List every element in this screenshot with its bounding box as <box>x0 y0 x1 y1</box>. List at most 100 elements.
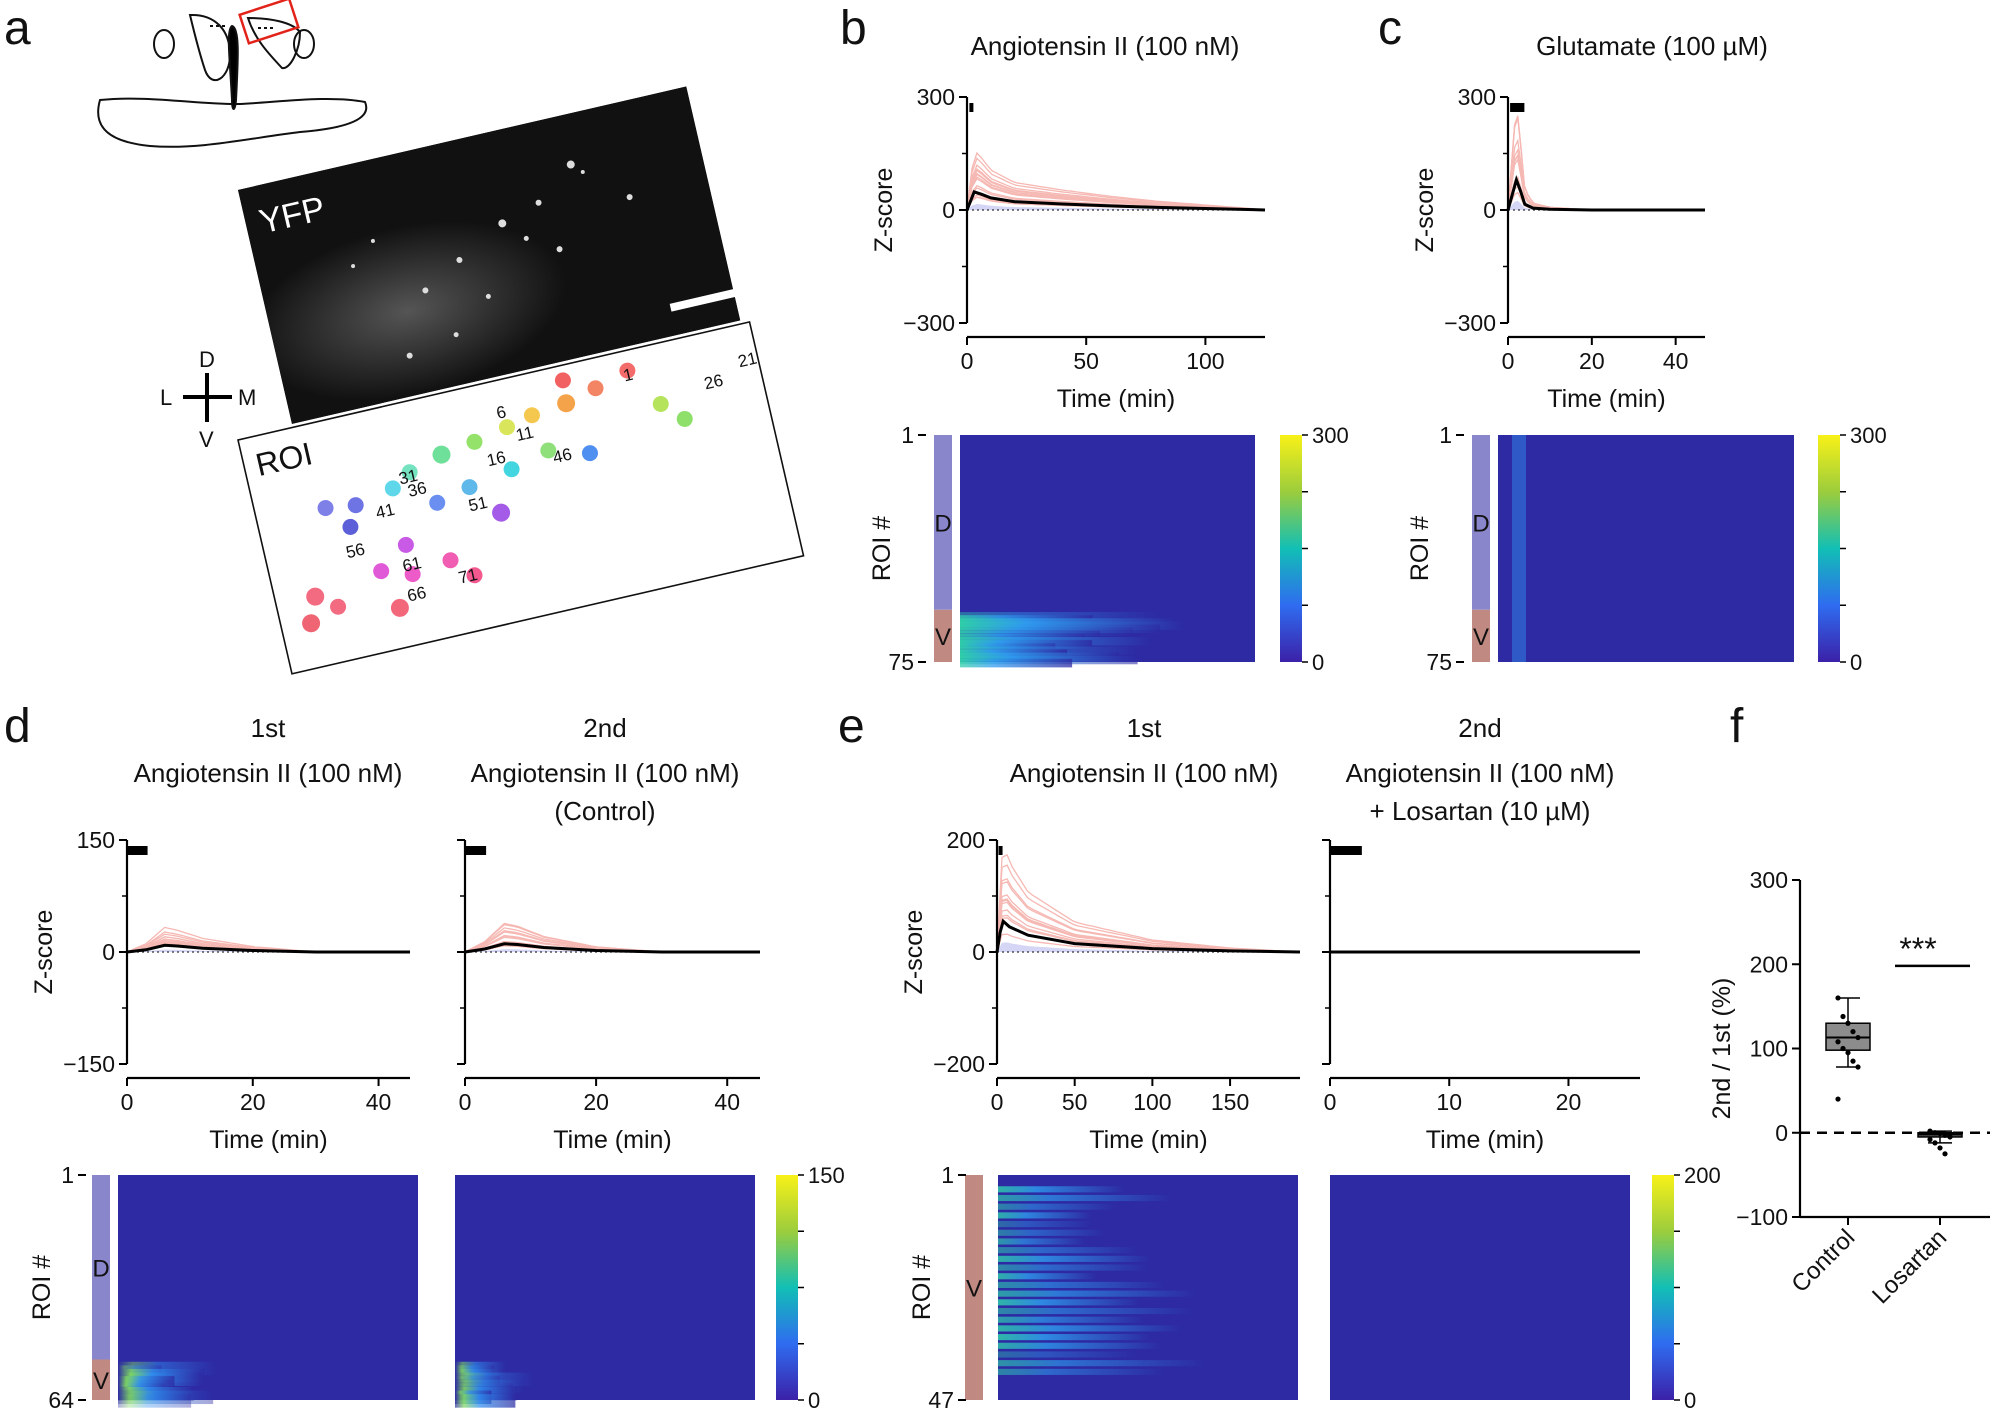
heatmap-row <box>998 1307 1194 1315</box>
heatmap-row <box>960 658 1073 668</box>
svg-text:26: 26 <box>702 371 725 394</box>
chart-f-boxplot: 300 200 100 0 −100 2nd / 1st (%) Control Losart… <box>1708 867 1990 1309</box>
data-point <box>1947 1134 1953 1140</box>
x-category-label: Control <box>1786 1224 1860 1298</box>
x-tick-label: 0 <box>961 348 974 374</box>
colorbar-min-label: 0 <box>1312 650 1324 675</box>
colorbar-max-label: 300 <box>1850 423 1887 448</box>
title-d1-line1: 1st <box>251 713 286 743</box>
y-tick-label: 1 <box>61 1162 74 1188</box>
heatmap-panel <box>1330 1175 1630 1400</box>
colorbar-min-label: 0 <box>808 1388 820 1413</box>
yfp-image: YFP <box>237 86 744 424</box>
drug-application-bar <box>127 846 148 855</box>
x-axis-label: Time (min) <box>209 1126 328 1154</box>
mean-trace <box>995 918 1301 954</box>
y-axis-label: ROI # <box>868 516 896 581</box>
heatmap-row <box>998 1203 1116 1210</box>
x-tick-label: 150 <box>1211 1089 1249 1115</box>
data-point <box>1850 1029 1856 1035</box>
y-tick-label: 75 <box>888 649 914 675</box>
heatmap-row <box>998 1273 1098 1280</box>
data-point <box>1927 1128 1933 1134</box>
individual-trace <box>1507 138 1705 211</box>
panel-label-e: e <box>838 700 865 753</box>
data-point <box>1855 1034 1861 1041</box>
data-point <box>1835 995 1841 1001</box>
svg-text:61: 61 <box>401 553 424 576</box>
negative-trace-area <box>997 942 1300 952</box>
title-d2-line3: (Control) <box>554 796 655 826</box>
y-tick-label: 1 <box>1439 422 1452 448</box>
drug-application-bar <box>998 846 1003 855</box>
title-c: Glutamate (100 µM) <box>1536 31 1768 61</box>
y-tick-label: 300 <box>1750 867 1788 893</box>
svg-text:36: 36 <box>406 478 429 501</box>
individual-trace <box>996 894 1301 953</box>
heatmap-row <box>998 1255 1151 1262</box>
individual-trace <box>1507 157 1705 211</box>
negative-trace-area <box>1508 200 1705 210</box>
svg-text:6: 6 <box>495 402 509 423</box>
heatmap-row <box>998 1221 1093 1228</box>
x-tick-label: 100 <box>1133 1089 1171 1115</box>
panel-label-f: f <box>1730 700 1744 753</box>
svg-text:66: 66 <box>405 583 428 606</box>
chart-e2-trace: 0 10 20 Time (min) <box>1322 839 1640 1154</box>
heatmap-row <box>998 1186 1125 1193</box>
svg-text:M: M <box>238 385 256 410</box>
heatmap-e: V 1 47 ROI # 200 0 <box>908 1162 1721 1413</box>
title-e2-line3: + Losartan (10 µM) <box>1370 796 1591 826</box>
roi-blobs <box>302 362 693 633</box>
svg-text:31: 31 <box>397 466 420 489</box>
significance-label: *** <box>1899 931 1936 967</box>
x-tick-label: 0 <box>1502 348 1515 374</box>
drug-application-bar <box>969 103 974 112</box>
mean-trace <box>464 942 760 954</box>
y-tick-label: 200 <box>1750 951 1788 977</box>
svg-text:1: 1 <box>621 365 635 386</box>
heatmap-row <box>998 1290 1197 1297</box>
svg-text:46: 46 <box>551 445 574 468</box>
svg-text:V: V <box>199 427 214 452</box>
ventral-group-label: V <box>1473 624 1489 651</box>
data-point <box>1932 1140 1938 1146</box>
x-category-label: Losartan <box>1867 1224 1952 1309</box>
y-tick-label: 75 <box>1426 649 1452 675</box>
individual-trace <box>966 164 1266 211</box>
panel-label-c: c <box>1378 2 1402 55</box>
title-e2-line2: Angiotensin II (100 nM) <box>1346 758 1615 788</box>
data-point <box>1840 1013 1846 1020</box>
y-tick-label: 300 <box>917 84 955 110</box>
y-axis-label: ROI # <box>1406 516 1434 581</box>
panel-label-d: d <box>4 700 31 753</box>
dorsal-group-label: D <box>934 510 951 537</box>
y-tick-label: 0 <box>1483 197 1496 223</box>
drug-application-bar <box>465 846 487 855</box>
brain-section-schematic <box>97 0 368 148</box>
x-tick-label: 20 <box>583 1089 609 1115</box>
colorbar-min-label: 0 <box>1684 1388 1696 1413</box>
colorbar <box>1280 435 1302 662</box>
data-point <box>1835 1039 1841 1045</box>
y-tick-label: −100 <box>1736 1204 1788 1230</box>
x-tick-label: 10 <box>1436 1089 1462 1115</box>
heatmap-row <box>998 1325 1182 1332</box>
x-tick-label: 40 <box>366 1089 392 1115</box>
y-tick-label: 0 <box>942 197 955 223</box>
y-axis-label: Z-score <box>30 910 58 995</box>
mean-trace <box>1506 175 1705 212</box>
heatmap-c: D V 1 75 ROI # 300 0 <box>1406 422 1887 675</box>
colorbar-max-label: 300 <box>1312 423 1349 448</box>
svg-text:41: 41 <box>374 500 397 523</box>
x-tick-label: 20 <box>1556 1089 1582 1115</box>
colorbar <box>1818 435 1840 662</box>
x-tick-label: 50 <box>1073 348 1099 374</box>
x-axis-label: Time (min) <box>1547 385 1666 413</box>
roi-numbers: 1 6 11 16 21 26 31 36 41 46 51 56 61 66 … <box>344 348 759 606</box>
data-point <box>1937 1145 1943 1151</box>
individual-trace <box>996 881 1301 953</box>
x-tick-label: 0 <box>991 1089 1004 1115</box>
data-point <box>1855 1064 1861 1070</box>
